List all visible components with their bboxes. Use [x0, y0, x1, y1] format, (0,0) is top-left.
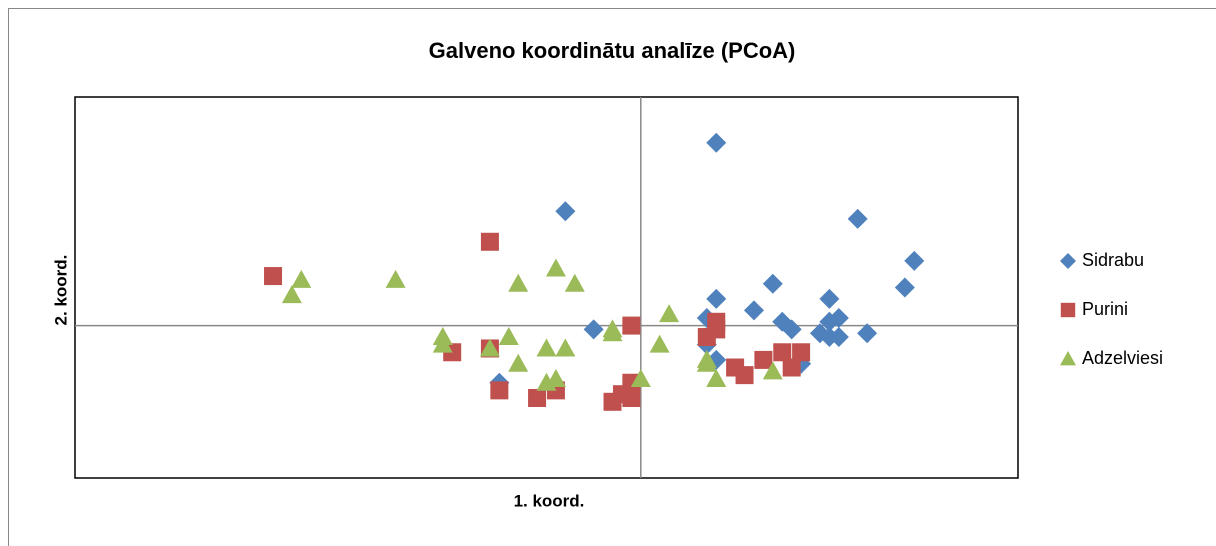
point: [649, 334, 670, 353]
plot-area: [74, 96, 1019, 479]
point: [508, 353, 529, 372]
point: [706, 288, 727, 309]
point: [545, 258, 566, 277]
point: [904, 250, 925, 271]
legend-marker: [1060, 351, 1076, 366]
point: [490, 381, 509, 400]
point: [659, 304, 680, 323]
point: [828, 307, 849, 328]
point: [762, 273, 783, 294]
legend-marker: [1060, 302, 1076, 318]
point: [762, 361, 783, 380]
point: [828, 327, 849, 348]
point: [602, 319, 623, 338]
point: [622, 388, 641, 407]
x-axis-label: 1. koord.: [514, 491, 585, 510]
point: [480, 232, 499, 251]
point: [630, 368, 651, 387]
legend-marker: [1060, 253, 1076, 269]
point: [857, 323, 878, 344]
point: [743, 300, 764, 321]
point: [781, 319, 802, 340]
point: [819, 288, 840, 309]
legend-label: Sidrabu: [1082, 250, 1144, 270]
point: [583, 319, 604, 340]
point: [622, 316, 641, 335]
point: [706, 368, 727, 387]
point: [545, 368, 566, 387]
point: [564, 273, 585, 292]
point: [555, 338, 576, 357]
point: [536, 338, 557, 357]
chart-title: Galveno koordinātu analīze (PCoA): [429, 38, 796, 63]
legend-label: Purini: [1082, 299, 1128, 319]
point: [555, 201, 576, 222]
point: [792, 343, 811, 362]
point: [479, 338, 500, 357]
point: [894, 277, 915, 298]
point: [706, 132, 727, 153]
point: [773, 343, 792, 362]
point: [508, 273, 529, 292]
y-axis-label: 2. koord.: [51, 255, 70, 326]
point: [696, 353, 717, 372]
point: [782, 358, 801, 377]
point: [528, 388, 547, 407]
legend-label: Adzelviesi: [1082, 348, 1163, 368]
point: [735, 366, 754, 385]
point: [754, 350, 773, 369]
point: [697, 328, 716, 347]
point: [264, 267, 283, 286]
point: [385, 269, 406, 288]
point: [847, 208, 868, 229]
point: [291, 269, 312, 288]
point: [432, 334, 453, 353]
point: [281, 285, 302, 304]
point: [498, 327, 519, 346]
